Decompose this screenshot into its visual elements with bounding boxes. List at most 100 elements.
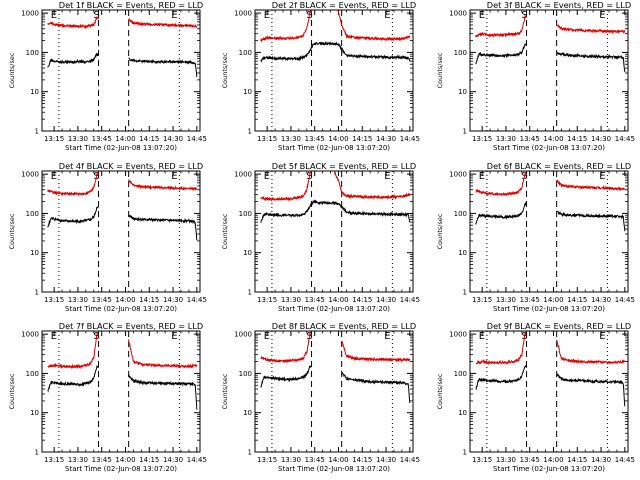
lld-series-line — [341, 340, 411, 363]
lld-series-line — [475, 331, 527, 366]
x-tick-label: 14:15 — [139, 296, 159, 304]
x-tick-label: 14:30 — [376, 296, 396, 304]
y-tick-label: 1 — [463, 289, 467, 297]
y-tick-label: 1 — [463, 128, 467, 136]
x-axis-label: Start Time (02-Jun-08 13:07:20) — [65, 144, 177, 152]
detector-panel-1: Det 1f BLACK = Events, RED = LLD Counts/s… — [8, 0, 207, 152]
event-marker: E — [384, 171, 390, 182]
y-tick-label: 100 — [26, 49, 39, 57]
detector-panel-2: Det 2f BLACK = Events, RED = LLD Counts/s… — [221, 0, 420, 152]
y-tick-label: 1 — [35, 449, 39, 457]
y-tick-label: 1 — [248, 449, 252, 457]
lld-series-line — [475, 172, 527, 197]
x-tick-label: 13:15 — [472, 135, 492, 143]
lld-series-line — [260, 332, 312, 364]
detector-panel-7: Det 7f BLACK = Events, RED = LLD Counts/s… — [8, 321, 207, 473]
x-tick-label: 14:00 — [328, 135, 348, 143]
x-tick-label: 13:30 — [68, 456, 88, 464]
y-axis-label: Counts/sec — [8, 373, 16, 409]
x-axis-label: Start Time (02-Jun-08 13:07:20) — [278, 305, 390, 313]
x-axis-label: Start Time (02-Jun-08 13:07:20) — [278, 465, 390, 473]
y-tick-label: 100 — [239, 370, 252, 378]
y-axis-label: Counts/sec — [8, 213, 16, 249]
events-series-line — [47, 206, 99, 228]
events-series-line — [260, 40, 411, 63]
event-marker: E — [51, 171, 57, 182]
panel-title: Det 4f BLACK = Events, RED = LLD — [59, 161, 203, 171]
panel-title: Det 9f BLACK = Events, RED = LLD — [487, 321, 631, 331]
y-tick-label: 1000 — [234, 171, 252, 179]
x-tick-label: 14:45 — [187, 135, 207, 143]
x-tick-label: 13:45 — [520, 456, 540, 464]
x-tick-label: 13:45 — [92, 296, 112, 304]
y-tick-label: 1000 — [21, 10, 39, 18]
event-marker: E — [51, 10, 57, 21]
y-axis-label: Counts/sec — [221, 52, 229, 88]
plot-frame — [469, 170, 629, 293]
y-tick-label: 10 — [30, 249, 39, 257]
detector-panel-4: Det 4f BLACK = Events, RED = LLD Counts/s… — [8, 161, 207, 313]
event-marker: E — [264, 171, 270, 182]
x-tick-label: 14:30 — [591, 456, 611, 464]
y-tick-label: 1000 — [234, 331, 252, 339]
x-tick-label: 13:45 — [305, 296, 325, 304]
panel-title: Det 7f BLACK = Events, RED = LLD — [59, 321, 203, 331]
y-tick-label: 100 — [239, 210, 252, 218]
x-axis-label: Start Time (02-Jun-08 13:07:20) — [65, 465, 177, 473]
event-marker: E — [599, 10, 605, 21]
detector-panel-3: Det 3f BLACK = Events, RED = LLD Counts/s… — [436, 0, 635, 152]
y-axis-label: Counts/sec — [221, 373, 229, 409]
x-tick-label: 14:15 — [352, 456, 372, 464]
x-tick-label: 14:00 — [543, 296, 563, 304]
y-tick-label: 100 — [239, 49, 252, 57]
y-axis-label: Counts/sec — [436, 213, 444, 249]
events-series-line — [475, 42, 527, 65]
y-axis-label: Counts/sec — [8, 52, 16, 88]
panel-title: Det 6f BLACK = Events, RED = LLD — [487, 161, 631, 171]
x-tick-label: 14:15 — [139, 456, 159, 464]
y-tick-label: 10 — [243, 88, 252, 96]
plot-frame — [254, 330, 414, 453]
event-marker: E — [599, 171, 605, 182]
lld-series-line — [556, 179, 626, 192]
x-tick-label: 14:45 — [187, 456, 207, 464]
panel-title: Det 8f BLACK = Events, RED = LLD — [272, 321, 416, 331]
events-series-line — [260, 199, 411, 223]
x-tick-label: 14:00 — [543, 135, 563, 143]
x-tick-label: 13:45 — [305, 456, 325, 464]
y-tick-label: 100 — [454, 49, 467, 57]
y-axis-label: Counts/sec — [436, 373, 444, 409]
event-marker: E — [599, 331, 605, 342]
event-marker: E — [384, 10, 390, 21]
x-axis-label: Start Time (02-Jun-08 13:07:20) — [493, 305, 605, 313]
lld-series-line — [556, 339, 626, 365]
y-tick-label: 1000 — [449, 10, 467, 18]
plot-frame — [254, 9, 414, 132]
y-tick-label: 10 — [30, 88, 39, 96]
x-tick-label: 14:00 — [115, 135, 135, 143]
x-tick-label: 14:45 — [400, 456, 420, 464]
x-tick-label: 14:30 — [591, 296, 611, 304]
events-series-line — [556, 210, 626, 232]
x-tick-label: 14:30 — [163, 296, 183, 304]
x-tick-label: 13:30 — [281, 135, 301, 143]
event-marker: E — [264, 331, 270, 342]
detector-panel-8: Det 8f BLACK = Events, RED = LLD Counts/s… — [221, 321, 420, 473]
x-tick-label: 14:15 — [567, 456, 587, 464]
y-tick-label: 100 — [26, 210, 39, 218]
x-tick-label: 14:15 — [567, 296, 587, 304]
x-tick-label: 13:15 — [257, 135, 277, 143]
y-tick-label: 1 — [248, 128, 252, 136]
y-tick-label: 1 — [35, 289, 39, 297]
x-tick-label: 13:30 — [496, 456, 516, 464]
y-tick-label: 1000 — [234, 10, 252, 18]
lld-series-line — [260, 171, 411, 202]
x-tick-label: 14:45 — [615, 456, 635, 464]
lld-series-line — [556, 24, 626, 35]
x-tick-label: 13:45 — [520, 135, 540, 143]
events-series-line — [128, 214, 198, 241]
x-tick-label: 14:30 — [376, 456, 396, 464]
plot-frame — [41, 330, 201, 453]
x-tick-label: 14:15 — [352, 135, 372, 143]
